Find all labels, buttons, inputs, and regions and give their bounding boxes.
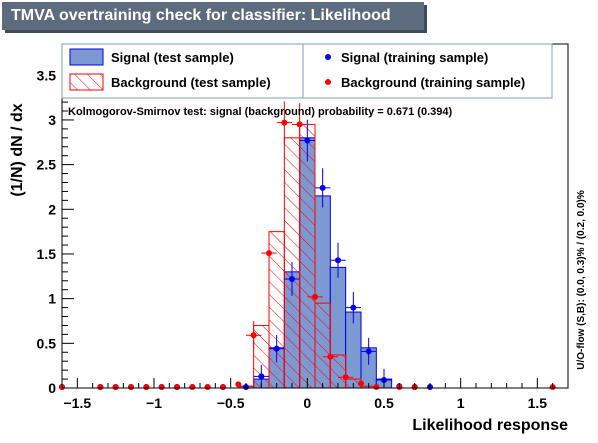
- background-training-point: [220, 384, 226, 390]
- background-training-point: [97, 384, 103, 390]
- x-tick-label: 0: [303, 395, 311, 411]
- legend-signal-train-label: Signal (training sample): [341, 50, 488, 65]
- y-tick-label: 0.5: [37, 335, 57, 351]
- legend-background-train-dot: [325, 79, 331, 85]
- legend-background-test-label: Background (test sample): [111, 75, 271, 90]
- legend-signal-train-dot: [325, 54, 331, 60]
- y-tick-label: 3: [48, 112, 56, 128]
- x-tick-label: −0.5: [217, 395, 245, 411]
- y-tick-label: 0: [48, 380, 56, 396]
- background-test-bar: [315, 303, 330, 388]
- background-training-point: [174, 384, 180, 390]
- background-training-point: [128, 384, 134, 390]
- legend: Signal (test sample) Background (test sa…: [62, 44, 552, 98]
- background-training-point: [373, 384, 379, 390]
- y-axis-label: (1/N) dN / dx: [9, 103, 26, 196]
- x-tick-label: 1.5: [528, 395, 548, 411]
- background-test-bar: [269, 232, 284, 388]
- x-tick-label: 1: [457, 395, 465, 411]
- background-training-point: [113, 384, 119, 390]
- legend-signal-test-label: Signal (test sample): [111, 50, 234, 65]
- background-training-point: [205, 384, 211, 390]
- legend-signal-test-swatch: [70, 49, 103, 65]
- x-axis-label: Likelihood response: [412, 417, 568, 434]
- underflow-overflow-label: U/O-flow (S,B): (0.0, 0.3)% / (0.2, 0.0)…: [576, 190, 587, 370]
- y-tick-label: 1: [48, 291, 56, 307]
- background-training-point: [235, 381, 241, 387]
- y-tick-label: 2: [48, 201, 56, 217]
- ks-test-text: Kolmogorov-Smirnov test: signal (backgro…: [68, 106, 452, 118]
- background-training-point: [358, 381, 364, 387]
- legend-background-test-swatch: [70, 74, 103, 90]
- y-tick-label: 3.5: [37, 67, 57, 83]
- x-tick-label: −1.5: [64, 395, 92, 411]
- background-training-point: [159, 384, 165, 390]
- y-tick-label: 1.5: [37, 246, 57, 262]
- x-tick-label: −1: [146, 395, 162, 411]
- y-tick-label: 2.5: [37, 157, 57, 173]
- x-tick-label: 0.5: [374, 395, 394, 411]
- background-training-point: [189, 384, 195, 390]
- background-training-point: [143, 384, 149, 390]
- background-test-bar: [300, 124, 315, 388]
- legend-background-train-label: Background (training sample): [341, 75, 525, 90]
